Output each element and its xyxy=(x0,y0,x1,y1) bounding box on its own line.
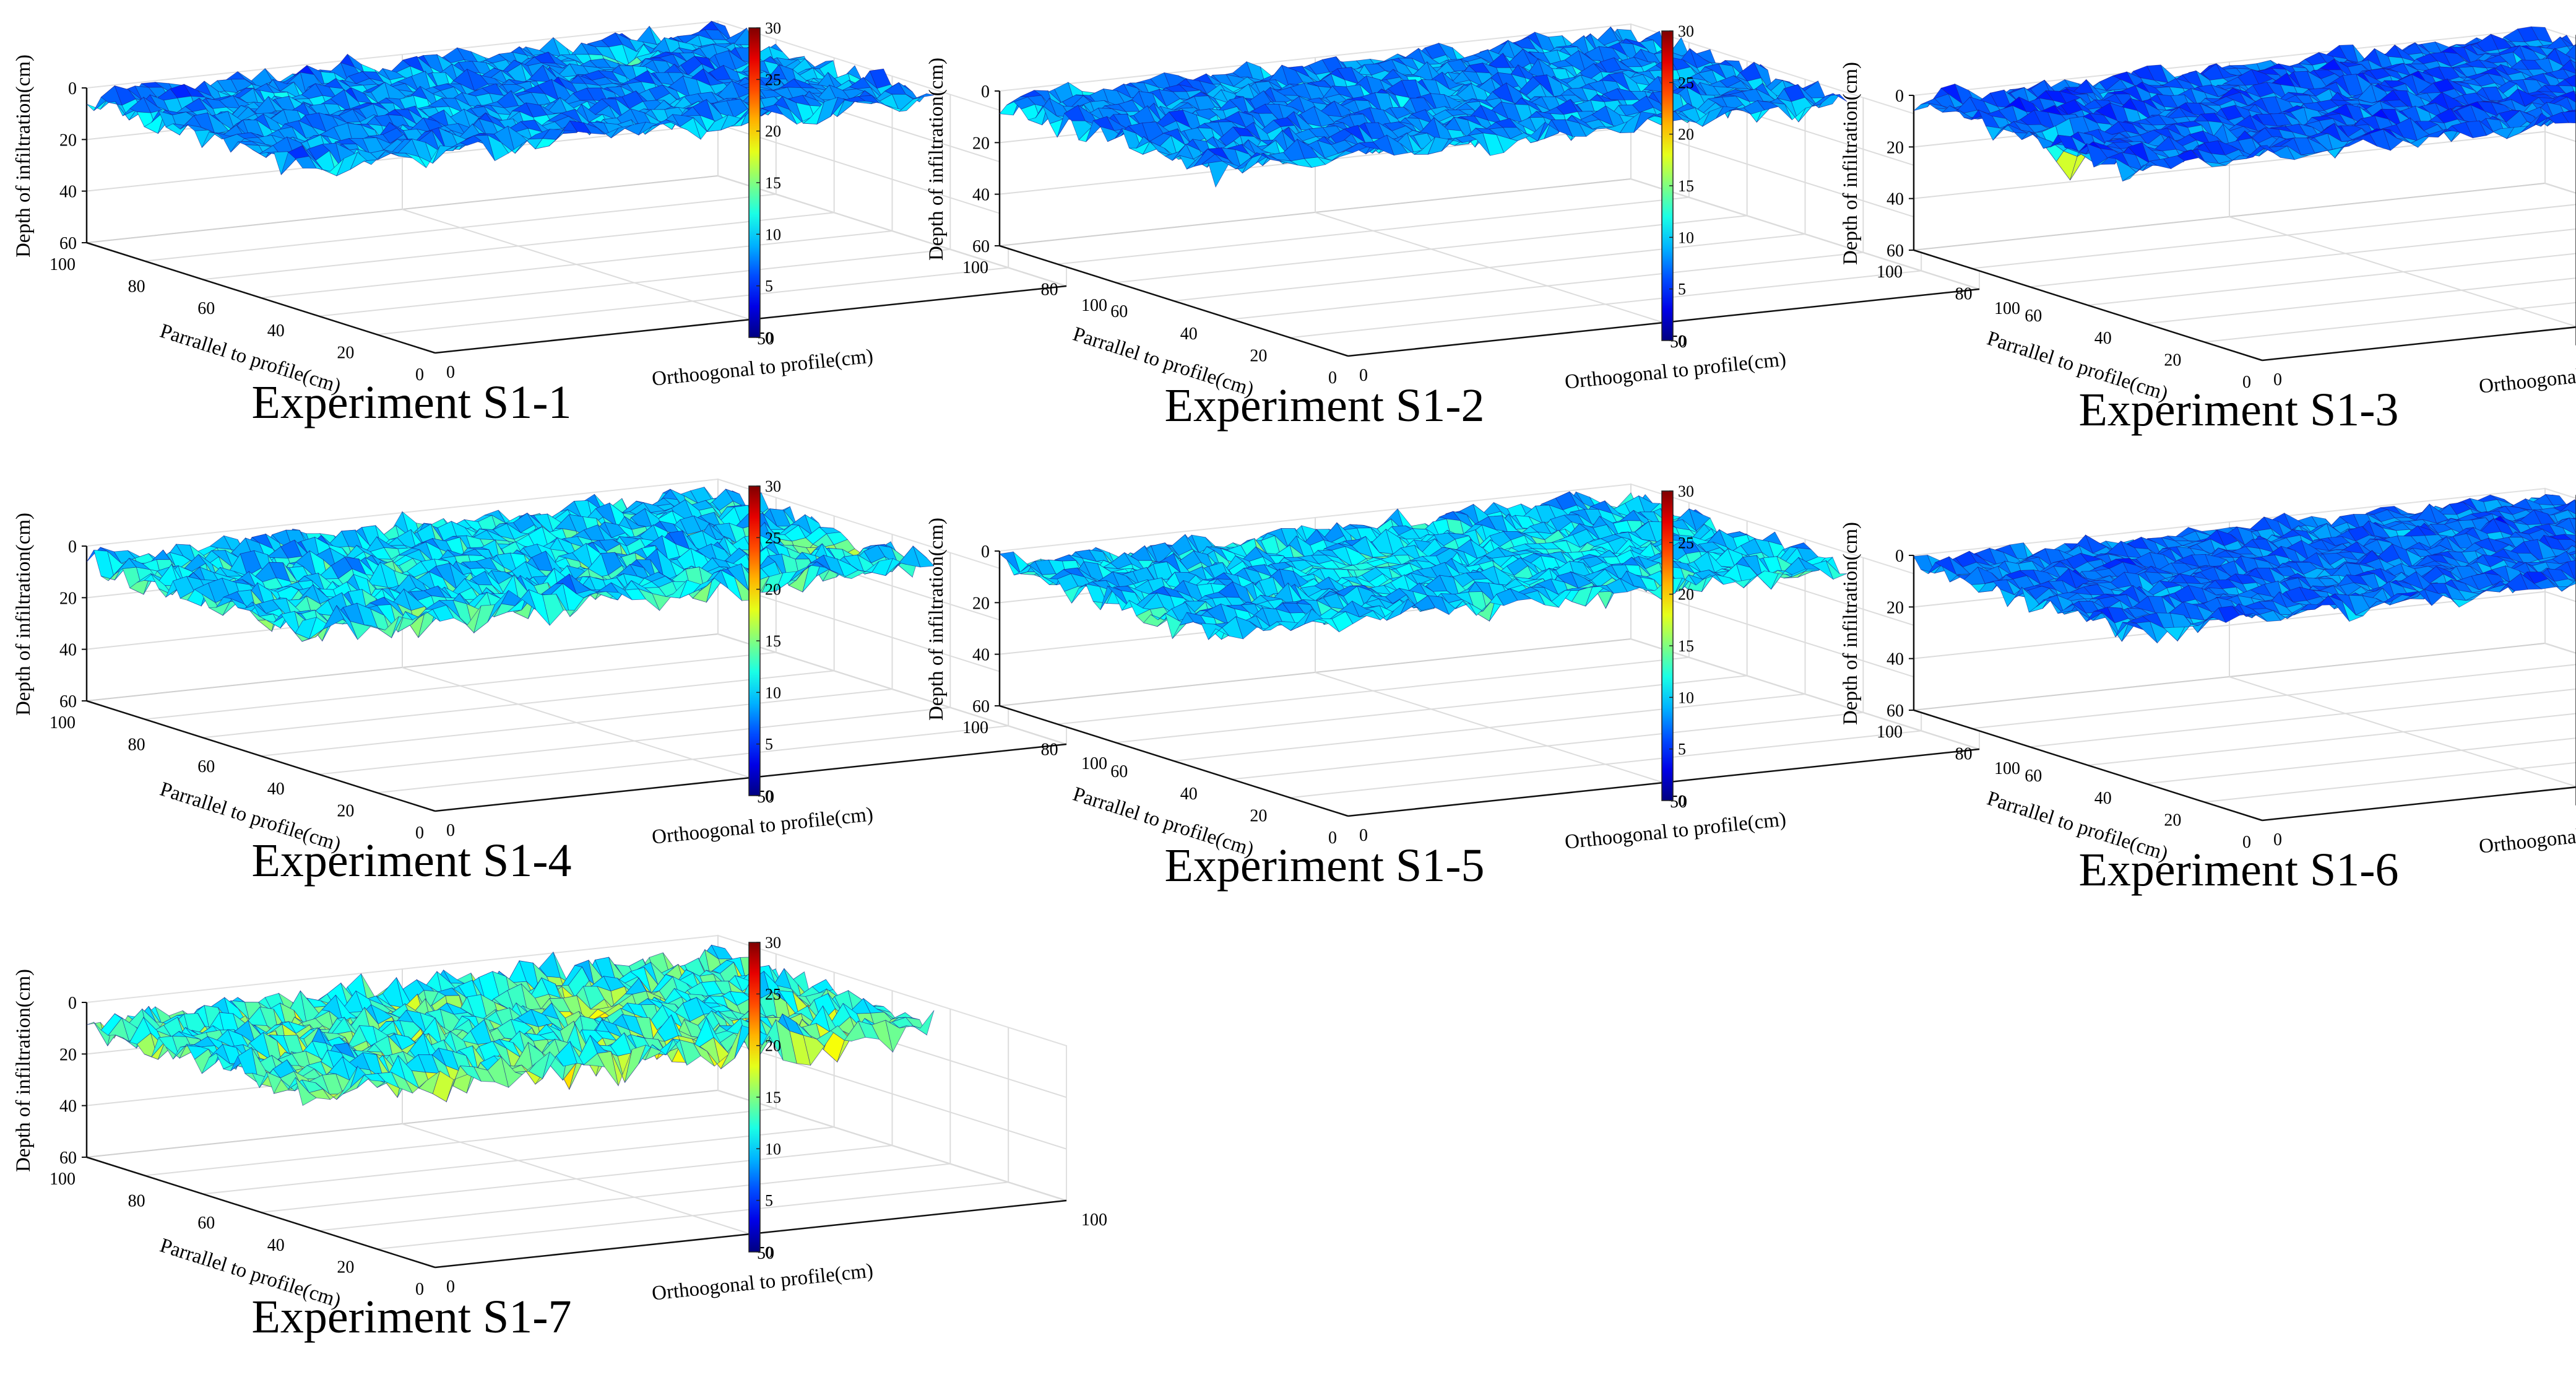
x-tick-label: 60 xyxy=(1110,302,1128,321)
x-tick-label: 20 xyxy=(337,343,354,362)
colorbar-tick-label: 25 xyxy=(1678,74,1694,92)
x-tick-label: 80 xyxy=(1041,280,1058,300)
colorbar-tick-label: 10 xyxy=(1678,228,1694,246)
z-axis-label: Depth of infiltration(cm) xyxy=(12,54,35,258)
z-tick-label: 0 xyxy=(981,82,990,102)
z-tick-label: 20 xyxy=(1887,138,1904,157)
colorbar-tick-label: 5 xyxy=(765,277,773,295)
colorbar-tick-label: 20 xyxy=(1678,126,1694,144)
panel-caption: Experiment S1-1 xyxy=(251,376,571,428)
x-tick-label: 80 xyxy=(1955,285,1973,304)
z-tick-label: 0 xyxy=(68,79,77,98)
y-axis-label: Orthoogonal to profile(cm) xyxy=(2478,352,2576,397)
x-tick-label: 100 xyxy=(962,258,988,277)
x-tick-label: 100 xyxy=(1877,263,1903,282)
x-tick-label: 40 xyxy=(267,321,285,341)
x-tick-label: 60 xyxy=(197,299,215,318)
colorbar-tick-label: 10 xyxy=(765,225,781,243)
colorbar-tick-label: 15 xyxy=(765,174,781,192)
z-tick-label: 40 xyxy=(59,183,77,202)
x-tick-label: 40 xyxy=(1180,324,1198,344)
x-tick-label: 20 xyxy=(2164,350,2181,370)
x-tick-label: 40 xyxy=(2094,329,2112,348)
z-tick-label: 60 xyxy=(1887,241,1904,261)
y-tick-label: 100 xyxy=(1994,299,2020,318)
y-tick-label: 100 xyxy=(1081,296,1107,315)
colorbar-tick-label: 25 xyxy=(765,71,781,89)
y-axis-label: Orthoogonal to profile(cm) xyxy=(1563,348,1787,393)
surface-mesh xyxy=(86,20,935,176)
panel-caption: Experiment S1-3 xyxy=(2078,384,2398,436)
z-tick-label: 20 xyxy=(59,131,77,150)
z-tick-label: 20 xyxy=(972,134,990,153)
colorbar-tick-label: 5 xyxy=(1678,280,1686,298)
colorbar-tick-label: 20 xyxy=(765,123,781,141)
colorbar-tick-label: 15 xyxy=(1678,177,1694,195)
z-axis-label: Depth of infiltration(cm) xyxy=(1839,62,1862,265)
z-tick-label: 40 xyxy=(972,186,990,205)
x-axis-line xyxy=(86,241,436,354)
x-tick-label: 20 xyxy=(1250,346,1267,365)
chart-panel-3: 0 20 40 60 Depth of infiltration(cm) 100 80 60 4… xyxy=(1839,26,2576,436)
x-tick-label: 100 xyxy=(50,255,76,274)
colorbar-tick-label: 30 xyxy=(765,19,781,37)
colorbar-tick-label: 0 xyxy=(765,329,773,347)
z-tick-label: 60 xyxy=(972,237,990,256)
z-axis-label: Depth of infiltration(cm) xyxy=(925,58,948,261)
z-tick-label: 40 xyxy=(1887,190,1904,209)
panel-caption: Experiment S1-2 xyxy=(1164,380,1484,432)
colorbar-tick-label: 0 xyxy=(1678,332,1686,350)
z-tick-label: 0 xyxy=(1895,87,1904,106)
z-tick-label: 60 xyxy=(59,234,77,253)
floor-grid-line xyxy=(402,209,751,320)
y-axis-label: Orthoogonal to profile(cm) xyxy=(650,345,874,390)
floor-grid-line xyxy=(717,175,1066,287)
x-tick-label: 80 xyxy=(128,277,145,297)
x-tick-label: 60 xyxy=(2025,306,2042,326)
colorbar-tick-label: 30 xyxy=(1678,22,1694,40)
